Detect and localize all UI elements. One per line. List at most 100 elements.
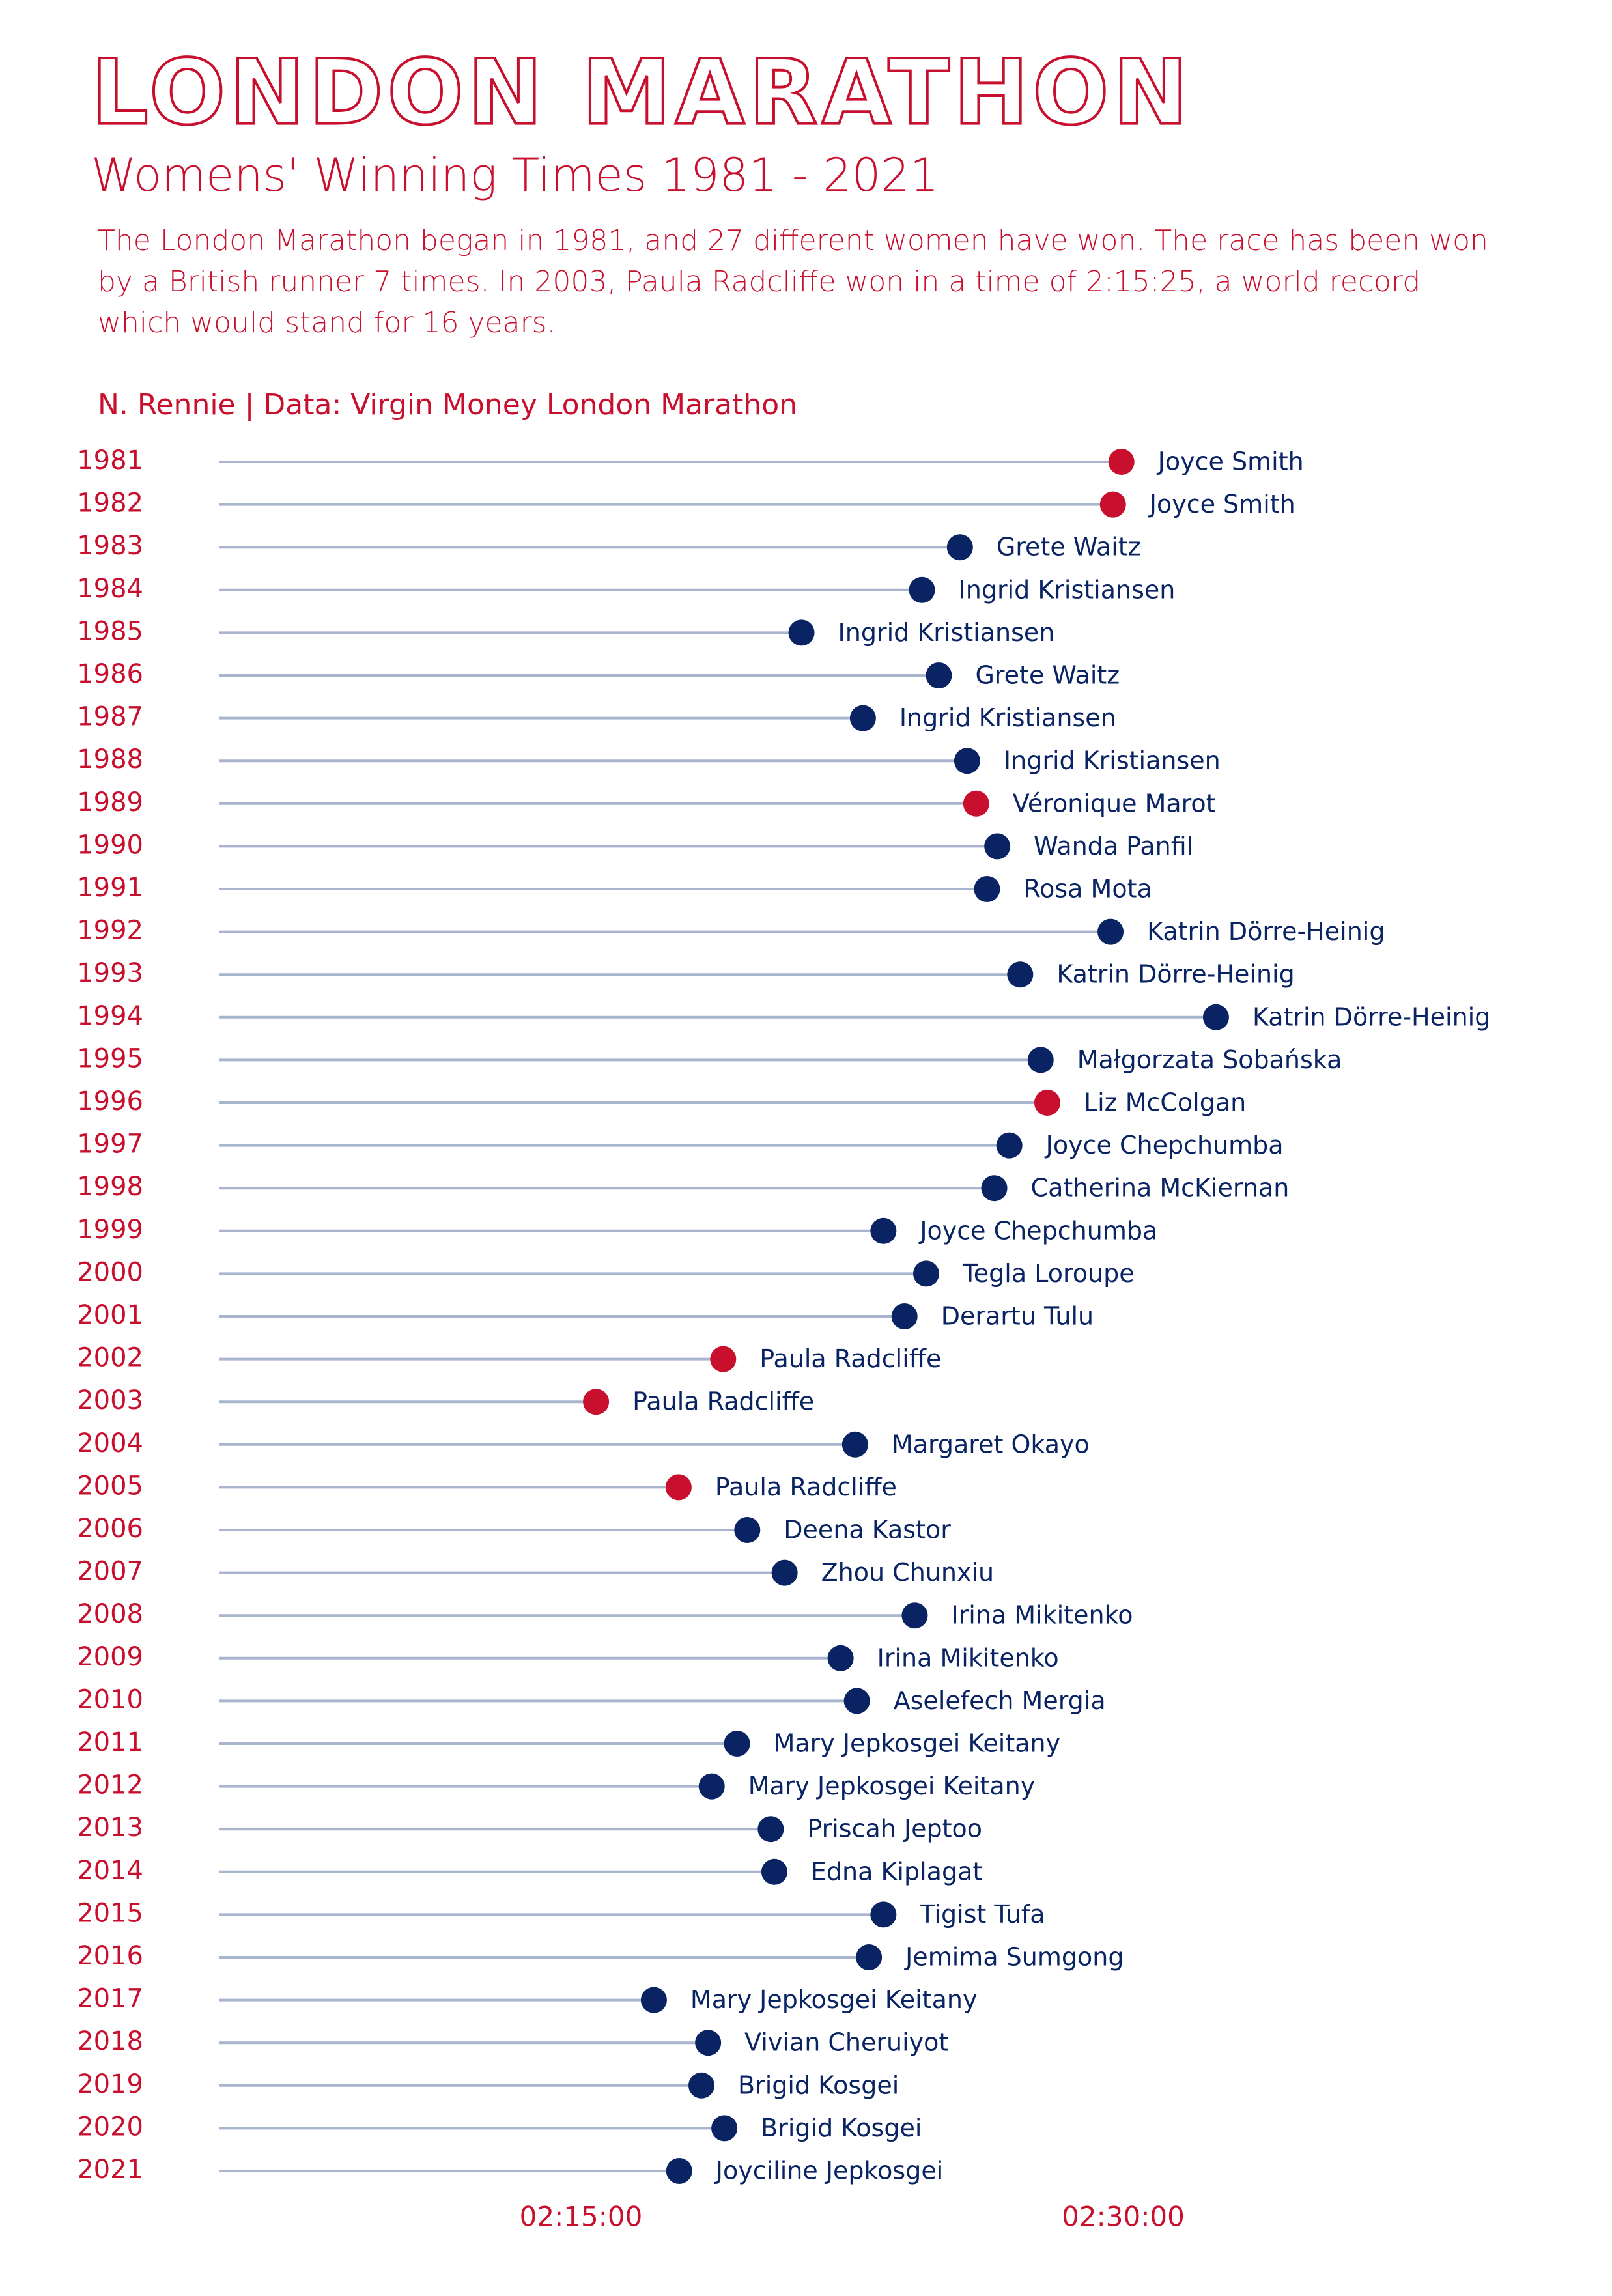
dot xyxy=(946,534,973,561)
dot xyxy=(909,576,935,603)
dot xyxy=(963,790,989,817)
dot xyxy=(665,1474,692,1501)
dot xyxy=(926,662,952,688)
point-label: Rosa Mota xyxy=(1023,875,1152,903)
dot xyxy=(583,1389,610,1415)
point-label: Tegla Loroupe xyxy=(962,1259,1135,1288)
chart-subtitle: Womens' Winning Times 1981 - 2021 xyxy=(91,149,939,202)
point-label: Katrin Dörre-Heinig xyxy=(1147,917,1385,946)
point-label: Ingrid Kristiansen xyxy=(1004,746,1221,775)
x-tick-label: 02:15:00 xyxy=(520,2201,643,2233)
y-tick-label: 2005 xyxy=(77,1471,143,1501)
dot xyxy=(901,1602,928,1629)
dot xyxy=(695,2030,722,2056)
y-tick-label: 1992 xyxy=(77,916,143,946)
y-tick-label: 2014 xyxy=(77,1856,143,1886)
y-tick-label: 2012 xyxy=(77,1770,143,1800)
y-tick-label: 2013 xyxy=(77,1813,143,1843)
description: The London Marathon began in 1981, and 2… xyxy=(98,224,1488,339)
y-tick-label: 2020 xyxy=(77,2112,143,2142)
y-tick-label: 2017 xyxy=(77,1984,143,2014)
dot xyxy=(913,1260,940,1287)
dot xyxy=(996,1132,1023,1159)
dot xyxy=(1108,449,1135,475)
point-label: Joyce Chepchumba xyxy=(918,1216,1157,1245)
y-tick-label: 2003 xyxy=(77,1385,143,1415)
y-tick-label: 1986 xyxy=(77,659,143,689)
y-tick-label: 1996 xyxy=(77,1086,143,1116)
point-label: Wanda Panfil xyxy=(1034,832,1193,860)
point-label: Vivian Cheruiyot xyxy=(744,2028,948,2057)
point-label: Liz McColgan xyxy=(1084,1088,1246,1117)
y-tick-label: 2011 xyxy=(77,1727,143,1757)
y-tick-label: 1983 xyxy=(77,531,143,561)
point-label: Katrin Dörre-Heinig xyxy=(1252,1002,1490,1031)
point-label: Grete Waitz xyxy=(975,661,1120,690)
point-label: Mary Jepkosgei Keitany xyxy=(748,1772,1036,1800)
point-label: Zhou Chunxiu xyxy=(821,1558,994,1587)
point-label: Paula Radcliffe xyxy=(759,1344,941,1373)
point-label: Ingrid Kristiansen xyxy=(959,575,1176,604)
point-label: Edna Kiplagat xyxy=(811,1857,982,1886)
dot xyxy=(1027,1047,1054,1073)
dot xyxy=(711,2115,738,2142)
dot xyxy=(734,1517,761,1543)
dot xyxy=(849,705,876,731)
dot xyxy=(1099,491,1126,518)
y-tick-label: 2004 xyxy=(77,1428,143,1458)
point-label: Joyce Smith xyxy=(1148,490,1295,518)
y-tick-label: 2010 xyxy=(77,1684,143,1714)
y-tick-label: 2019 xyxy=(77,2069,143,2099)
point-label: Derartu Tulu xyxy=(941,1302,1094,1331)
chart-caption: N. Rennie | Data: Virgin Money London Ma… xyxy=(98,388,797,421)
y-tick-label: 2021 xyxy=(77,2155,143,2185)
point-label: Jemima Sumgong xyxy=(904,1943,1124,1972)
y-tick-label: 1995 xyxy=(77,1043,143,1073)
point-label: Tigist Tufa xyxy=(919,1900,1045,1929)
point-label: Deena Kastor xyxy=(784,1516,951,1544)
dot xyxy=(1097,918,1124,945)
point-label: Paula Radcliffe xyxy=(632,1387,814,1416)
y-tick-label: 2002 xyxy=(77,1343,143,1373)
dot xyxy=(827,1645,854,1671)
point-label: Catherina McKiernan xyxy=(1031,1174,1290,1202)
y-tick-label: 1985 xyxy=(77,616,143,646)
y-tick-label: 1997 xyxy=(77,1129,143,1159)
point-label: Katrin Dörre-Heinig xyxy=(1056,960,1294,989)
dot xyxy=(891,1303,918,1329)
y-tick-label: 1998 xyxy=(77,1172,143,1202)
dot xyxy=(841,1431,868,1458)
y-tick-label: 2008 xyxy=(77,1599,143,1629)
y-tick-label: 2006 xyxy=(77,1514,143,1544)
y-tick-label: 2009 xyxy=(77,1642,143,1672)
dot xyxy=(771,1559,798,1586)
dot xyxy=(1034,1090,1060,1116)
y-tick-label: 1988 xyxy=(77,744,143,774)
dot xyxy=(981,1175,1008,1202)
dot xyxy=(856,1944,883,1970)
point-label: Brigid Kosgei xyxy=(761,2114,922,2142)
dot xyxy=(1007,961,1034,988)
y-tick-label: 1999 xyxy=(77,1215,143,1245)
point-label: Paula Radcliffe xyxy=(715,1473,897,1501)
dot xyxy=(761,1858,787,1885)
dot xyxy=(843,1688,870,1714)
point-label: Brigid Kosgei xyxy=(738,2071,899,2099)
y-tick-label: 1982 xyxy=(77,489,143,518)
dot xyxy=(724,1731,750,1757)
point-label: Priscah Jeptoo xyxy=(807,1815,982,1843)
point-label: Grete Waitz xyxy=(997,533,1141,561)
point-label: Joyce Chepchumba xyxy=(1045,1131,1284,1159)
dot xyxy=(710,1346,737,1372)
point-label: Irina Mikitenko xyxy=(951,1601,1133,1630)
y-tick-label: 1981 xyxy=(77,446,143,475)
y-tick-label: 2000 xyxy=(77,1257,143,1287)
dot xyxy=(984,833,1011,860)
point-label: Małgorzata Sobańska xyxy=(1077,1045,1342,1074)
y-tick-label: 2001 xyxy=(77,1300,143,1330)
point-label: Véronique Marot xyxy=(1013,789,1216,817)
y-tick-label: 2016 xyxy=(77,1941,143,1971)
point-label: Ingrid Kristiansen xyxy=(838,618,1055,647)
dot xyxy=(870,1901,897,1928)
